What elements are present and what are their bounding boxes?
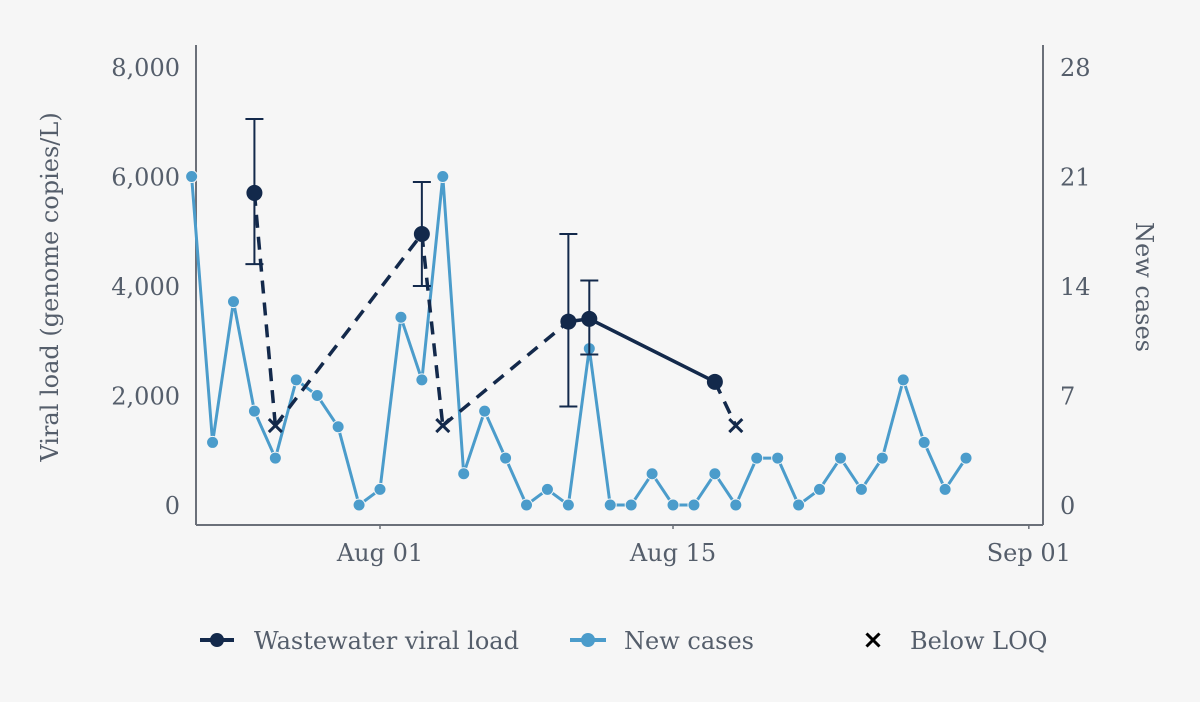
new-cases-point: [331, 420, 345, 434]
new-cases-point: [687, 498, 701, 512]
new-cases-point: [561, 498, 575, 512]
new-cases-point: [226, 295, 240, 309]
new-cases-point: [457, 467, 471, 481]
new-cases-point: [478, 404, 492, 418]
new-cases-point: [603, 498, 617, 512]
new-cases-point: [729, 498, 743, 512]
new-cases-point: [833, 451, 847, 465]
y-left-tick-label: 2,000: [111, 383, 180, 411]
viral-load-dashed-segment: [273, 232, 424, 427]
y-right-tick-label: 0: [1060, 492, 1075, 520]
new-cases-point: [875, 451, 889, 465]
x-tick-label: Aug 15: [629, 539, 716, 567]
y-right-tick-label: 7: [1060, 383, 1075, 411]
new-cases-point: [917, 435, 931, 449]
new-cases-point: [813, 482, 827, 496]
new-cases-point: [708, 467, 722, 481]
below-loq-marker: [435, 418, 451, 434]
below-loq-marker: [267, 418, 283, 434]
new-cases-point: [268, 451, 282, 465]
y-right-axis-title: New cases: [1130, 222, 1158, 352]
viral-load-point: [581, 310, 598, 327]
new-cases-point: [854, 482, 868, 496]
y-left-axis-title: Viral load (genome copies/L): [36, 112, 64, 462]
new-cases-point: [771, 451, 785, 465]
new-cases-point: [206, 435, 220, 449]
y-left-tick-label: 4,000: [111, 273, 180, 301]
new-cases-line: [190, 175, 968, 507]
viral-load-dashed-segment: [441, 320, 570, 427]
new-cases-point: [247, 404, 261, 418]
new-cases-point: [310, 389, 324, 402]
new-cases-point: [289, 373, 303, 387]
legend-below-loq-marker: [865, 632, 881, 648]
legend-viral-load-dot: [210, 633, 224, 647]
new-cases-point: [436, 170, 450, 183]
new-cases-point: [352, 498, 366, 512]
viral-load-dashed-segment: [420, 233, 445, 426]
new-cases-point: [750, 451, 764, 465]
y-left-tick-label: 0: [165, 492, 180, 520]
new-cases-point: [938, 482, 952, 496]
new-cases-point: [185, 170, 199, 183]
new-cases-point: [645, 467, 659, 481]
new-cases-point: [499, 451, 513, 465]
new-cases-point: [624, 498, 638, 512]
legend-viral-load-label: Wastewater viral load: [254, 627, 519, 655]
new-cases-point: [666, 498, 680, 512]
legend-below-loq-label: Below LOQ: [910, 627, 1047, 655]
viral-load-dashed-segment: [252, 192, 278, 426]
viral-load-point: [413, 225, 430, 242]
viral-load-solid-segment: [588, 317, 716, 384]
new-cases-point: [959, 451, 973, 465]
viral-load-point: [246, 184, 263, 201]
new-cases-point: [520, 498, 534, 512]
new-cases-point: [540, 482, 554, 496]
viral-load-point: [706, 373, 723, 390]
y-right-tick-label: 21: [1060, 164, 1091, 192]
new-cases-point: [394, 310, 408, 324]
legend-new-cases-label: New cases: [624, 627, 754, 655]
y-left-tick-label: 6,000: [111, 164, 180, 192]
new-cases-point: [373, 482, 387, 496]
viral-load-point: [560, 313, 577, 330]
y-right-tick-label: 28: [1060, 54, 1091, 82]
y-left-tick-label: 8,000: [111, 54, 180, 82]
below-loq-marker: [728, 418, 744, 434]
viral-load-dashed-segment: [713, 381, 738, 427]
new-cases-point: [792, 498, 806, 512]
x-tick-label: Aug 01: [336, 539, 423, 567]
legend-new-cases-dot: [581, 633, 595, 647]
new-cases-point: [896, 373, 910, 387]
x-tick-label: Sep 01: [987, 539, 1071, 567]
y-right-tick-label: 14: [1060, 273, 1091, 301]
new-cases-point: [415, 373, 429, 387]
